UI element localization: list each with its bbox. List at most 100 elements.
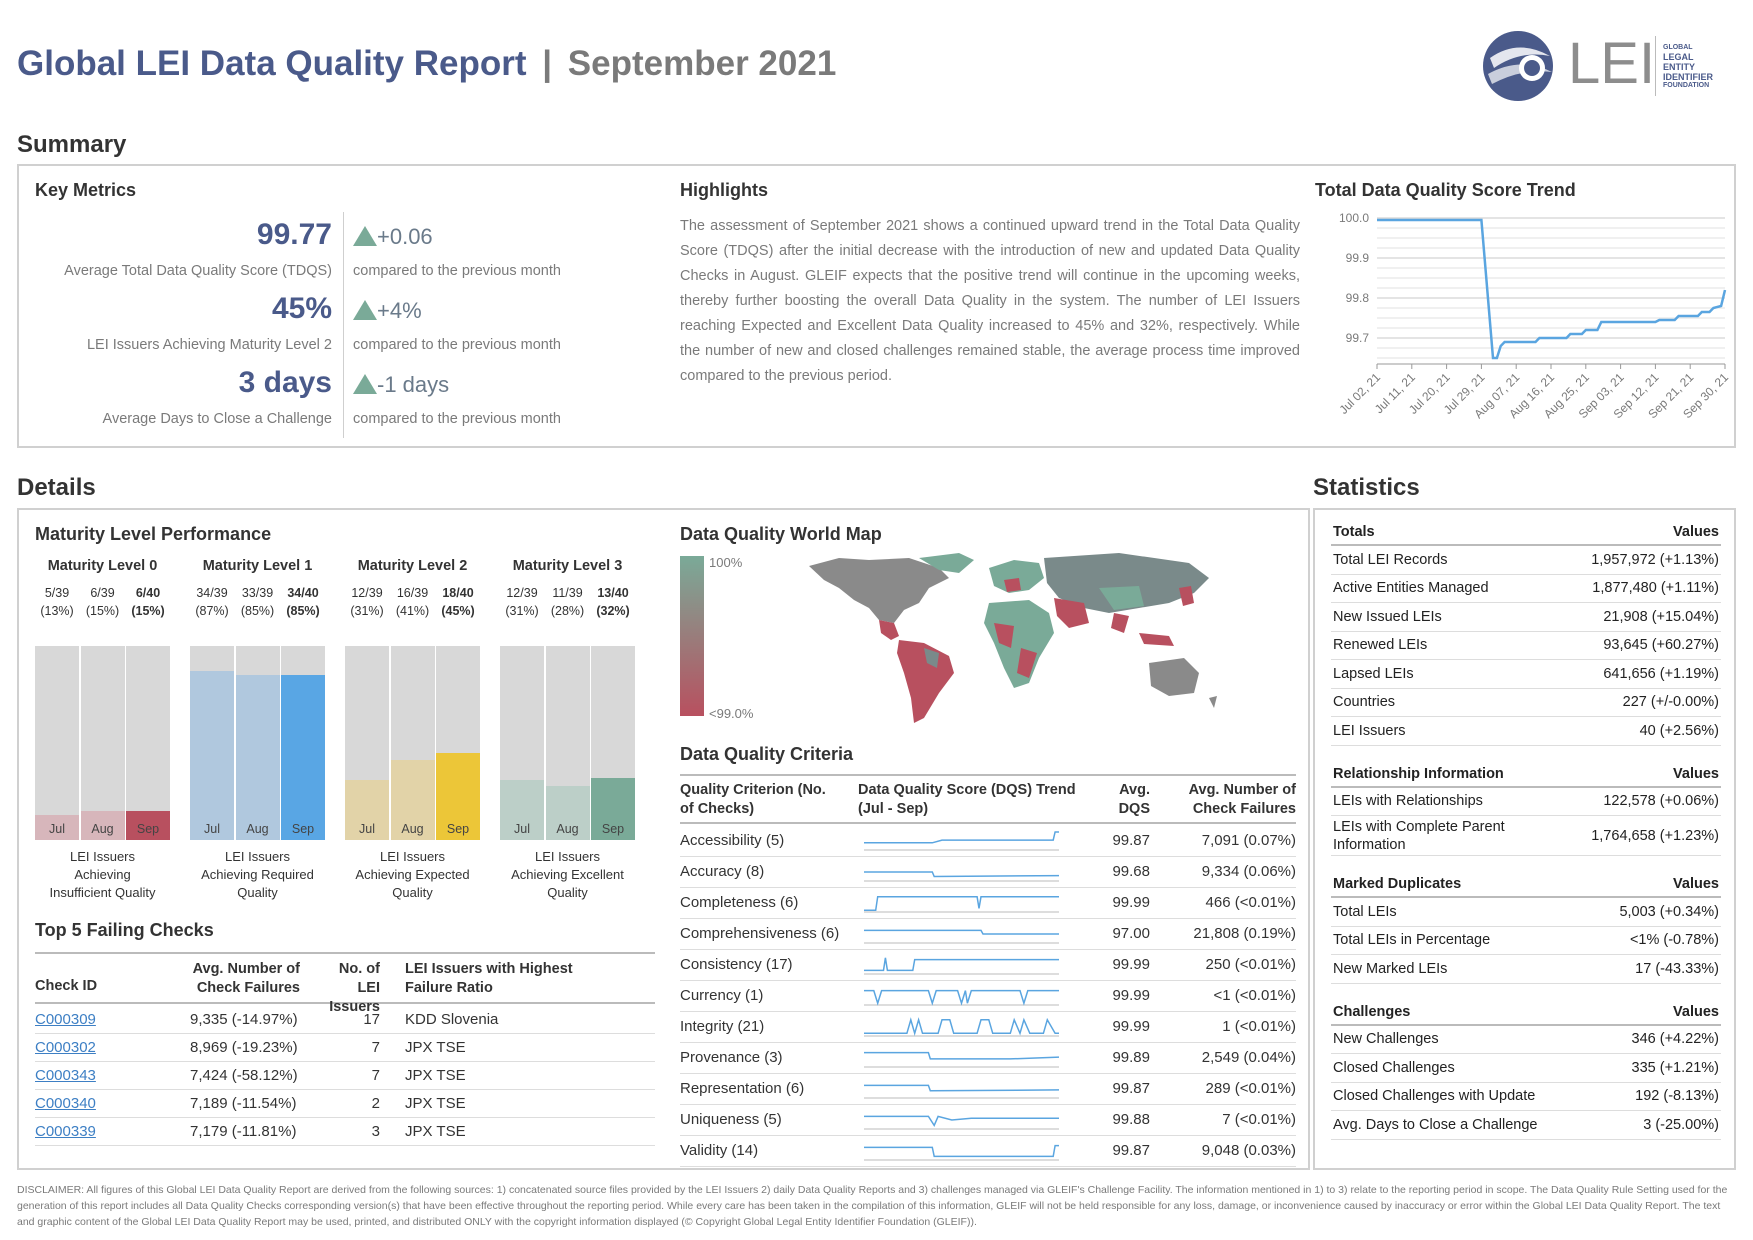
criterion-failures: 7 (<0.01%) — [1222, 1111, 1296, 1128]
maturity-count-label: 18/40 (45%) — [441, 586, 475, 618]
criterion-failures: 466 (<0.01%) — [1205, 894, 1296, 911]
metric-delta: +0.06 — [353, 224, 433, 250]
stat-row: Avg. Days to Close a Challenge 3 (-25.00%… — [1331, 1111, 1721, 1140]
highest-issuer: JPX TSE — [405, 1123, 466, 1140]
highlights-text: The assessment of September 2021 shows a… — [680, 218, 1300, 384]
criterion-name: Currency (1) — [680, 987, 764, 1004]
summary-panel: Key Metrics 99.77 Average Total Data Qua… — [17, 164, 1736, 448]
stat-row: Renewed LEIs 93,645 (+60.27%) — [1331, 632, 1721, 660]
stat-row: Total LEIs in Percentage <1% (-0.78%) — [1331, 927, 1721, 955]
check-failures: 7,424 (-58.12%) — [190, 1067, 298, 1084]
maturity-bar: Jul — [500, 646, 544, 840]
criterion-name: Accuracy (8) — [680, 863, 765, 880]
maturity-level-caption: LEI Issuers Achieving Insufficient Quali… — [49, 849, 156, 900]
maturity-level-title: Maturity Level 3 — [512, 558, 623, 574]
table-row: C000343 7,424 (-58.12%) 7 JPX TSE — [35, 1062, 655, 1090]
maturity-count-label: 34/40 (85%) — [286, 586, 320, 618]
maturity-month-label: Jul — [49, 822, 65, 836]
metric-compare: compared to the previous month — [353, 411, 561, 427]
stat-label: Avg. Days to Close a Challenge — [1333, 1116, 1538, 1133]
map-legend-top: 100% — [709, 555, 743, 570]
stat-value: 335 (+1.21%) — [1631, 1059, 1719, 1076]
criteria-row: Validity (14) 99.87 9,048 (0.03%) — [680, 1136, 1296, 1167]
criteria-table: Quality Criterion (No. of Checks) Data Q… — [680, 774, 1296, 1167]
maturity-level-title: Maturity Level 1 — [202, 558, 313, 574]
maturity-month-label: Sep — [446, 822, 470, 836]
maturity-bar: Sep — [436, 646, 480, 840]
criterion-avg-dqs: 99.87 — [1112, 1142, 1150, 1159]
check-id-link[interactable]: C000343 — [35, 1067, 96, 1084]
stat-row: New Issued LEIs 21,908 (+15.04%) — [1331, 603, 1721, 632]
statistics-groups: Totals Values Total LEI Records 1,957,972 (… — [1331, 518, 1721, 1140]
key-metrics-title: Key Metrics — [35, 180, 137, 200]
map-legend-gradient — [680, 556, 704, 716]
stat-value: 93,645 (+60.27%) — [1603, 637, 1719, 654]
dqs-sparkline — [864, 1115, 1059, 1130]
dqs-sparkline — [864, 929, 1059, 944]
maturity-count-label: 6/39 (15%) — [85, 586, 120, 618]
stat-value: 1,764,658 (+1.23%) — [1591, 827, 1719, 844]
summary-section-title: Summary — [17, 131, 127, 158]
maturity-count-label: 5/39 (13%) — [40, 586, 74, 618]
check-id-link[interactable]: C000302 — [35, 1039, 96, 1056]
highest-issuer: JPX TSE — [405, 1067, 466, 1084]
dqs-sparkline — [864, 1017, 1059, 1037]
maturity-count-label: 33/39 (85%) — [240, 586, 275, 618]
highlights-title: Highlights — [680, 180, 768, 200]
stat-value: 1,877,480 (+1.11%) — [1592, 580, 1719, 597]
maturity-level-caption: LEI Issuers Achieving Required Quality — [201, 849, 314, 900]
stat-label: Closed Challenges — [1333, 1059, 1455, 1076]
stat-group: Relationship Information Values LEIs with … — [1331, 760, 1721, 856]
criteria-row: Accuracy (8) 99.68 9,334 (0.06%) — [680, 857, 1296, 888]
check-failures: 8,969 (-19.23%) — [190, 1039, 298, 1056]
dqs-sparkline — [864, 957, 1059, 975]
maturity-month-label: Jul — [359, 822, 375, 836]
stat-label: LEIs with Complete Parent Information — [1333, 818, 1505, 853]
details-section-title: Details — [17, 474, 96, 501]
criteria-row: Consistency (17) 99.99 250 (<0.01%) — [680, 950, 1296, 981]
stat-row: Active Entities Managed 1,877,480 (+1.11%… — [1331, 575, 1721, 603]
stat-value: 5,003 (+0.34%) — [1619, 903, 1719, 920]
criterion-failures: <1 (<0.01%) — [1213, 987, 1296, 1004]
dqs-sparkline — [864, 871, 1059, 882]
maturity-month-label: Aug — [401, 822, 424, 836]
maturity-title: Maturity Level Performance — [35, 524, 272, 544]
criterion-failures: 7,091 (0.07%) — [1201, 832, 1296, 849]
criterion-avg-dqs: 99.99 — [1112, 1018, 1150, 1035]
check-id-link[interactable]: C000340 — [35, 1095, 96, 1112]
check-id-link[interactable]: C000309 — [35, 1011, 96, 1028]
maturity-count-label: 16/39 (41%) — [395, 586, 430, 618]
stat-label: New Issued LEIs — [1333, 608, 1442, 625]
world-map — [809, 553, 1217, 723]
criterion-failures: 250 (<0.01%) — [1205, 956, 1296, 973]
metric-label: LEI Issuers Achieving Maturity Level 2 — [86, 337, 332, 353]
dqs-sparkline — [864, 1144, 1059, 1161]
stat-label: New Challenges — [1333, 1031, 1439, 1048]
dqs-sparkline — [864, 1084, 1059, 1099]
dqs-sparkline — [864, 831, 1059, 851]
maturity-month-label: Sep — [136, 822, 160, 836]
highest-issuer: JPX TSE — [405, 1095, 466, 1112]
maturity-bar: Jul — [345, 646, 389, 840]
stat-group-header: Totals Values — [1331, 518, 1721, 546]
maturity-bar: Sep — [591, 646, 635, 840]
details-panel: Maturity Level Performance Maturity Leve… — [17, 508, 1310, 1170]
issuer-count: 7 — [371, 1039, 380, 1056]
table-row: C000302 8,969 (-19.23%) 7 JPX TSE — [35, 1034, 655, 1062]
criteria-row: Representation (6) 99.87 289 (<0.01%) — [680, 1074, 1296, 1105]
table-row: C000309 9,335 (-14.97%) 17 KDD Slovenia — [35, 1006, 655, 1034]
check-failures: 7,179 (-11.81%) — [190, 1123, 297, 1140]
criteria-row: Provenance (3) 99.89 2,549 (0.04%) — [680, 1043, 1296, 1074]
check-id-link[interactable]: C000339 — [35, 1123, 96, 1140]
stat-row: Closed Challenges 335 (+1.21%) — [1331, 1054, 1721, 1083]
criteria-row: Accessibility (5) 99.87 7,091 (0.07%) — [680, 826, 1296, 857]
y-tick-label: 100.0 — [1339, 211, 1369, 225]
criterion-avg-dqs: 99.99 — [1112, 956, 1150, 973]
stat-row: LEI Issuers 40 (+2.56%) — [1331, 717, 1721, 746]
stat-value: 21,908 (+15.04%) — [1603, 608, 1719, 625]
criterion-avg-dqs: 99.88 — [1112, 1111, 1150, 1128]
criterion-name: Consistency (17) — [680, 956, 793, 973]
report-title: Global LEI Data Quality Report | Septemb… — [17, 44, 836, 84]
criteria-row: Currency (1) 99.99 <1 (<0.01%) — [680, 981, 1296, 1012]
up-triangle-icon — [353, 226, 377, 246]
